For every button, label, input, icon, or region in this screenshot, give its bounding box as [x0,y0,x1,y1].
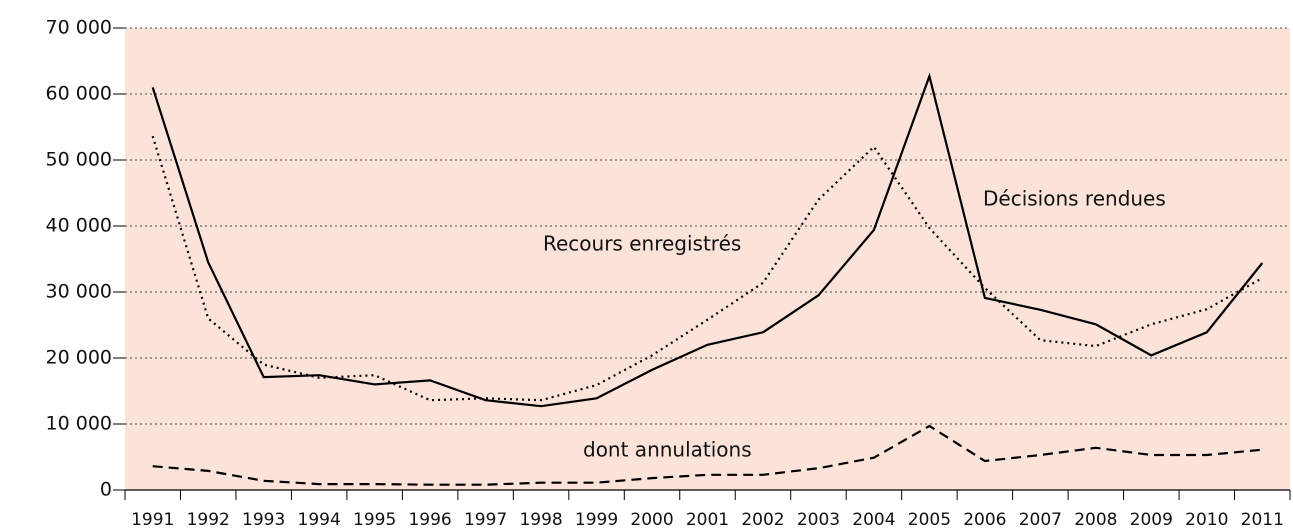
x-tick-label: 2006 [963,510,1006,529]
y-tick-label: 60 000 [46,83,112,105]
y-tick-label: 70 000 [46,17,112,39]
x-tick-label: 1996 [408,510,451,529]
x-tick-label: 1993 [242,510,285,529]
x-tick-label: 2008 [1074,510,1117,529]
series-line [152,424,1263,486]
y-tick-label: 20 000 [46,347,112,369]
series-label: Décisions rendues [983,187,1166,211]
x-tick-label: 1991 [131,510,174,529]
x-tick-label: 2010 [1185,510,1228,529]
y-tick-label: 30 000 [46,281,112,303]
x-tick-label: 2000 [630,510,673,529]
x-tick-label: 1995 [353,510,396,529]
y-tick-label: 50 000 [46,149,112,171]
y-tick-label: 0 [100,479,112,501]
x-tick-label: 1997 [464,510,507,529]
y-tick-label: 40 000 [46,215,112,237]
x-tick-label: 1998 [519,510,562,529]
x-tick-label: 2005 [908,510,951,529]
x-tick-label: 2004 [852,510,895,529]
series-line [151,72,1264,408]
x-tick-label: 1999 [575,510,618,529]
x-tick-label: 2003 [797,510,840,529]
y-tick-label: 10 000 [46,413,112,435]
x-tick-label: 2001 [686,510,729,529]
series-line [151,135,1263,402]
x-tick-label: 2009 [1130,510,1173,529]
x-tick-label: 2002 [741,510,784,529]
x-tick-label: 2011 [1241,510,1284,529]
series-label: Recours enregistrés [543,232,741,256]
x-tick-label: 2007 [1019,510,1062,529]
x-tick-label: 1992 [187,510,230,529]
plot-background [125,28,1290,490]
series-label: dont annulations [583,438,752,462]
x-tick-label: 1994 [298,510,341,529]
